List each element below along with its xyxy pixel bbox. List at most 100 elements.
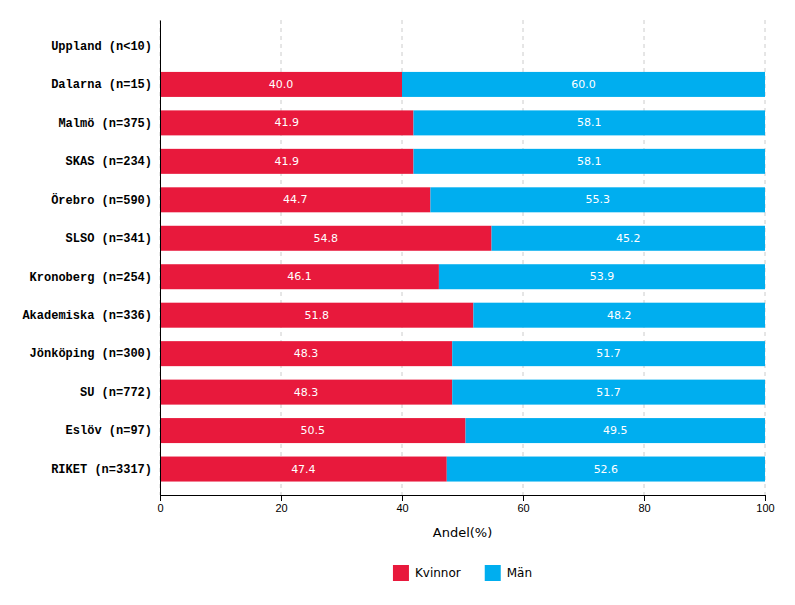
bar: [402, 72, 765, 97]
bar: [439, 264, 765, 289]
axis-line: [160, 21, 161, 496]
tick-label: Eslöv (n=97): [66, 424, 152, 438]
tick-label: Jönköping (n=300): [30, 347, 152, 361]
tick-label: 0: [157, 502, 163, 514]
bar: [413, 110, 765, 135]
bar: [160, 418, 466, 443]
bar: [160, 72, 402, 97]
data-label: 58.1: [577, 155, 602, 168]
bar: [466, 418, 765, 443]
data-label: 50.5: [301, 424, 326, 437]
tick: Dalarna (n=15): [51, 78, 160, 92]
tick-mark: [523, 495, 524, 501]
tick: Malmö (n=375): [58, 117, 160, 131]
grid-line: [160, 20, 161, 495]
grid: [160, 20, 765, 495]
tick-label: 80: [638, 502, 650, 514]
tick: 20: [275, 495, 287, 514]
bar: [430, 187, 765, 212]
bar: [160, 341, 452, 366]
data-label: 51.7: [596, 386, 621, 399]
tick-label: Kronoberg (n=254): [30, 271, 152, 285]
tick: Jönköping (n=300): [30, 347, 160, 361]
data-label: 51.7: [596, 347, 621, 360]
bar: [160, 149, 413, 174]
tick: SKAS (n=234): [66, 155, 160, 169]
legend-swatch: [393, 565, 409, 581]
data-labels: 40.0 41.9 41.9 44.7 54.8 46.1 51.8 48.3 48.3 50.5…: [269, 78, 641, 476]
x-axis: 0 20 40 60 80 100: [157, 495, 774, 514]
tick-mark: [644, 495, 645, 501]
bar: [160, 380, 452, 405]
legend-swatch: [485, 565, 501, 581]
bar: [447, 457, 765, 482]
bar: [160, 187, 430, 212]
data-label: 47.4: [291, 463, 316, 476]
tick-label: 100: [756, 502, 774, 514]
tick-label: 60: [517, 502, 529, 514]
tick: Uppland (n<10): [51, 40, 160, 54]
axis-title: Andel(%): [433, 525, 493, 540]
plot: 40.0 41.9 41.9 44.7 54.8 46.1 51.8 48.3 48.3 50.5…: [22, 20, 774, 514]
tick-label: SLSO (n=341): [66, 232, 152, 246]
data-label: 48.2: [607, 309, 632, 322]
data-label: 46.1: [287, 270, 312, 283]
tick-label: Uppland (n<10): [51, 40, 152, 54]
data-label: 58.1: [577, 116, 602, 129]
axis-line: [161, 496, 766, 502]
tick: Eslöv (n=97): [66, 424, 160, 438]
data-label: 41.9: [274, 116, 299, 129]
bar: [160, 226, 492, 251]
data-label: 53.9: [590, 270, 615, 283]
bar: [160, 264, 439, 289]
legend-label: Kvinnor: [415, 566, 461, 580]
tick-label: Akademiska (n=336): [22, 309, 152, 323]
tick-label: 40: [396, 502, 408, 514]
tick: Kronoberg (n=254): [30, 271, 160, 285]
tick-label: Örebro (n=590): [51, 192, 152, 208]
legend-item: Män: [485, 565, 532, 581]
legend: Kvinnor Män: [393, 565, 532, 581]
tick: 80: [638, 495, 650, 514]
data-label: 40.0: [269, 78, 294, 91]
tick: SLSO (n=341): [66, 232, 160, 246]
tick-mark: [281, 495, 282, 501]
data-label: 48.3: [294, 347, 319, 360]
data-label: 60.0: [571, 78, 596, 91]
data-label: 48.3: [294, 386, 319, 399]
bar: [452, 341, 765, 366]
tick: 0: [157, 495, 163, 514]
tick: 40: [396, 495, 408, 514]
tick-mark: [160, 495, 161, 501]
data-label: 44.7: [283, 193, 308, 206]
bar: [160, 457, 447, 482]
bar: [160, 303, 473, 328]
data-label: 52.6: [594, 463, 619, 476]
bars: [160, 72, 765, 482]
tick: 60: [517, 495, 529, 514]
bar: [473, 303, 765, 328]
tick-label: RIKET (n=3317): [51, 463, 152, 477]
data-label: 54.8: [314, 232, 339, 245]
tick-mark: [402, 495, 403, 501]
tick-label: Dalarna (n=15): [51, 78, 152, 92]
y-axis: Uppland (n<10) Dalarna (n=15) Malmö (n=375…: [22, 21, 160, 496]
tick: 100: [756, 495, 774, 514]
tick: SU (n=772): [80, 386, 160, 400]
data-label: 41.9: [274, 155, 299, 168]
tick-label: 20: [275, 502, 287, 514]
tick: Örebro (n=590): [51, 192, 160, 208]
data-label: 55.3: [585, 193, 610, 206]
data-label: 51.8: [304, 309, 329, 322]
tick-mark: [765, 495, 766, 501]
bar: [452, 380, 765, 405]
tick: RIKET (n=3317): [51, 463, 160, 477]
legend-label: Män: [507, 566, 532, 580]
bar: [160, 110, 413, 135]
tick-label: SKAS (n=234): [66, 155, 152, 169]
data-label: 45.2: [616, 232, 641, 245]
data-label: 49.5: [603, 424, 628, 437]
chart: 40.0 41.9 41.9 44.7 54.8 46.1 51.8 48.3 48.3 50.5…: [0, 0, 795, 605]
bar: [492, 226, 765, 251]
legend-item: Kvinnor: [393, 565, 461, 581]
